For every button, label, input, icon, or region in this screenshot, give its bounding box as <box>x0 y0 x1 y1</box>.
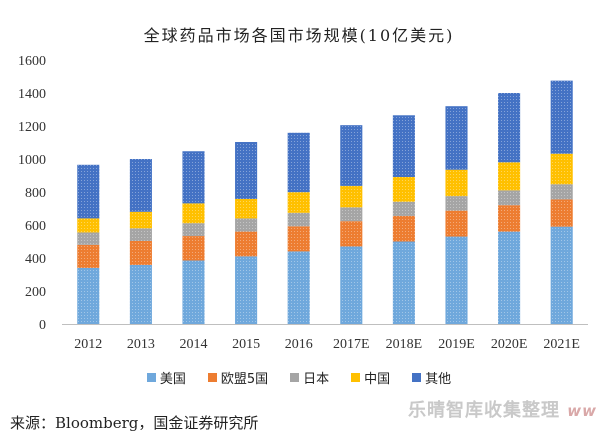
bar-segment-2015-美国 <box>235 256 258 324</box>
bar-segment-2015-中国 <box>235 198 258 219</box>
x-tick-label: 2020E <box>491 337 528 352</box>
legend-item: 欧盟5国 <box>207 368 269 387</box>
bar-segment-2020E-中国 <box>498 162 521 191</box>
bar-segment-2016-中国 <box>287 192 310 213</box>
watermark-url: www <box>567 402 596 420</box>
bar-segment-2018E-欧盟5国 <box>392 215 415 242</box>
legend-item: 日本 <box>290 368 329 387</box>
legend-label: 中国 <box>364 372 391 387</box>
y-tick-label: 600 <box>25 219 46 234</box>
legend-label: 日本 <box>303 372 330 387</box>
bar-segment-2020E-美国 <box>498 231 521 324</box>
bar-segment-2013-中国 <box>129 211 152 229</box>
bar-segment-2018E-中国 <box>392 176 415 202</box>
bar-segment-2019E-日本 <box>445 196 468 211</box>
bar-segment-2015-其他 <box>235 142 258 199</box>
bar-segment-2019E-其他 <box>445 106 468 170</box>
x-tick-label: 2016 <box>285 337 313 352</box>
legend: 美国 欧盟5国 日本 中国 其他 <box>0 368 598 387</box>
bar-segment-2018E-日本 <box>392 201 415 216</box>
bar-segment-2020E-日本 <box>498 190 521 206</box>
bar-segment-2021E-欧盟5国 <box>550 199 573 227</box>
y-tick-label: 200 <box>25 285 46 300</box>
bar-segment-2020E-其他 <box>498 93 521 163</box>
y-tick-label: 1600 <box>18 54 46 69</box>
bar-segment-2020E-欧盟5国 <box>498 205 521 232</box>
bar-segment-2021E-美国 <box>550 226 573 324</box>
watermark-text: 乐晴智库收集整理 <box>408 400 560 421</box>
y-tick-label: 400 <box>25 252 46 267</box>
bar-segment-2012-美国 <box>77 267 100 324</box>
legend-swatch <box>290 373 300 382</box>
legend-label: 欧盟5国 <box>220 372 269 387</box>
legend-item: 中国 <box>351 368 390 387</box>
bar-segment-2016-欧盟5国 <box>287 226 310 252</box>
legend-label: 其他 <box>425 372 452 387</box>
bar-segment-2021E-日本 <box>550 184 573 200</box>
y-tick-label: 0 <box>39 318 46 333</box>
x-tick-label: 2017E <box>333 337 370 352</box>
y-tick-label: 1400 <box>18 87 46 102</box>
legend-swatch <box>207 373 217 382</box>
bar-segment-2013-美国 <box>129 264 152 324</box>
bar-segment-2014-其他 <box>182 151 205 204</box>
legend-label: 美国 <box>159 372 186 387</box>
legend-item: 美国 <box>146 368 186 387</box>
bar-segment-2017E-中国 <box>340 185 363 208</box>
x-tick-label: 2015 <box>232 337 260 352</box>
bar-segment-2015-欧盟5国 <box>235 231 258 257</box>
watermark: 乐晴智库收集整理 www <box>408 396 596 422</box>
x-axis-ticks: 2012 2013 2014 2015 2016 2017E 2018E 2019E 2020E… <box>74 337 580 352</box>
bar-segment-2012-中国 <box>77 218 100 233</box>
legend-swatch <box>351 373 361 382</box>
bar-segment-2019E-美国 <box>445 236 468 324</box>
legend-swatch <box>412 373 422 382</box>
source-note: 来源：Bloomberg，国金证券研究所 <box>10 414 259 432</box>
bar-segment-2012-日本 <box>77 232 100 245</box>
x-tick-label: 2012 <box>74 337 102 352</box>
bar-segment-2016-日本 <box>287 212 310 227</box>
y-tick-label: 1000 <box>18 153 46 168</box>
bar-segment-2014-日本 <box>182 223 205 237</box>
bar-segment-2013-其他 <box>129 159 152 212</box>
bar-segment-2013-日本 <box>129 228 152 241</box>
x-tick-label: 2013 <box>127 337 155 352</box>
x-tick-label: 2021E <box>543 337 580 352</box>
bar-segment-2021E-中国 <box>550 153 573 185</box>
bar-segment-2016-美国 <box>287 251 310 324</box>
bar-segment-2013-欧盟5国 <box>129 241 152 265</box>
bar-segment-2017E-其他 <box>340 125 363 186</box>
legend-item: 其他 <box>412 368 451 387</box>
bar-segment-2021E-其他 <box>550 80 573 154</box>
bar-segment-2019E-欧盟5国 <box>445 210 468 237</box>
y-axis-ticks: 0 200 400 600 800 1000 1200 1400 1600 <box>18 54 46 333</box>
bar-segment-2015-日本 <box>235 218 258 232</box>
bar-segment-2018E-其他 <box>392 115 415 177</box>
x-tick-label: 2014 <box>180 337 208 352</box>
bar-segment-2018E-美国 <box>392 241 415 324</box>
chart-title: 全球药品市场各国市场规模(10亿美元) <box>143 26 455 45</box>
bar-segment-2012-其他 <box>77 164 100 219</box>
legend-swatch <box>146 373 156 382</box>
y-tick-label: 800 <box>25 186 46 201</box>
bar-segment-2014-欧盟5国 <box>182 236 205 261</box>
bar-segment-2014-美国 <box>182 260 205 324</box>
bar-segment-2019E-中国 <box>445 169 468 197</box>
x-tick-label: 2018E <box>386 337 423 352</box>
bars-group <box>77 80 573 324</box>
bar-segment-2017E-欧盟5国 <box>340 221 363 247</box>
bar-segment-2014-中国 <box>182 203 205 224</box>
bar-segment-2016-其他 <box>287 132 310 193</box>
bar-segment-2017E-日本 <box>340 207 363 222</box>
x-tick-label: 2019E <box>438 337 475 352</box>
bar-segment-2012-欧盟5国 <box>77 244 100 268</box>
bar-segment-2017E-美国 <box>340 246 363 324</box>
y-tick-label: 1200 <box>18 120 46 135</box>
